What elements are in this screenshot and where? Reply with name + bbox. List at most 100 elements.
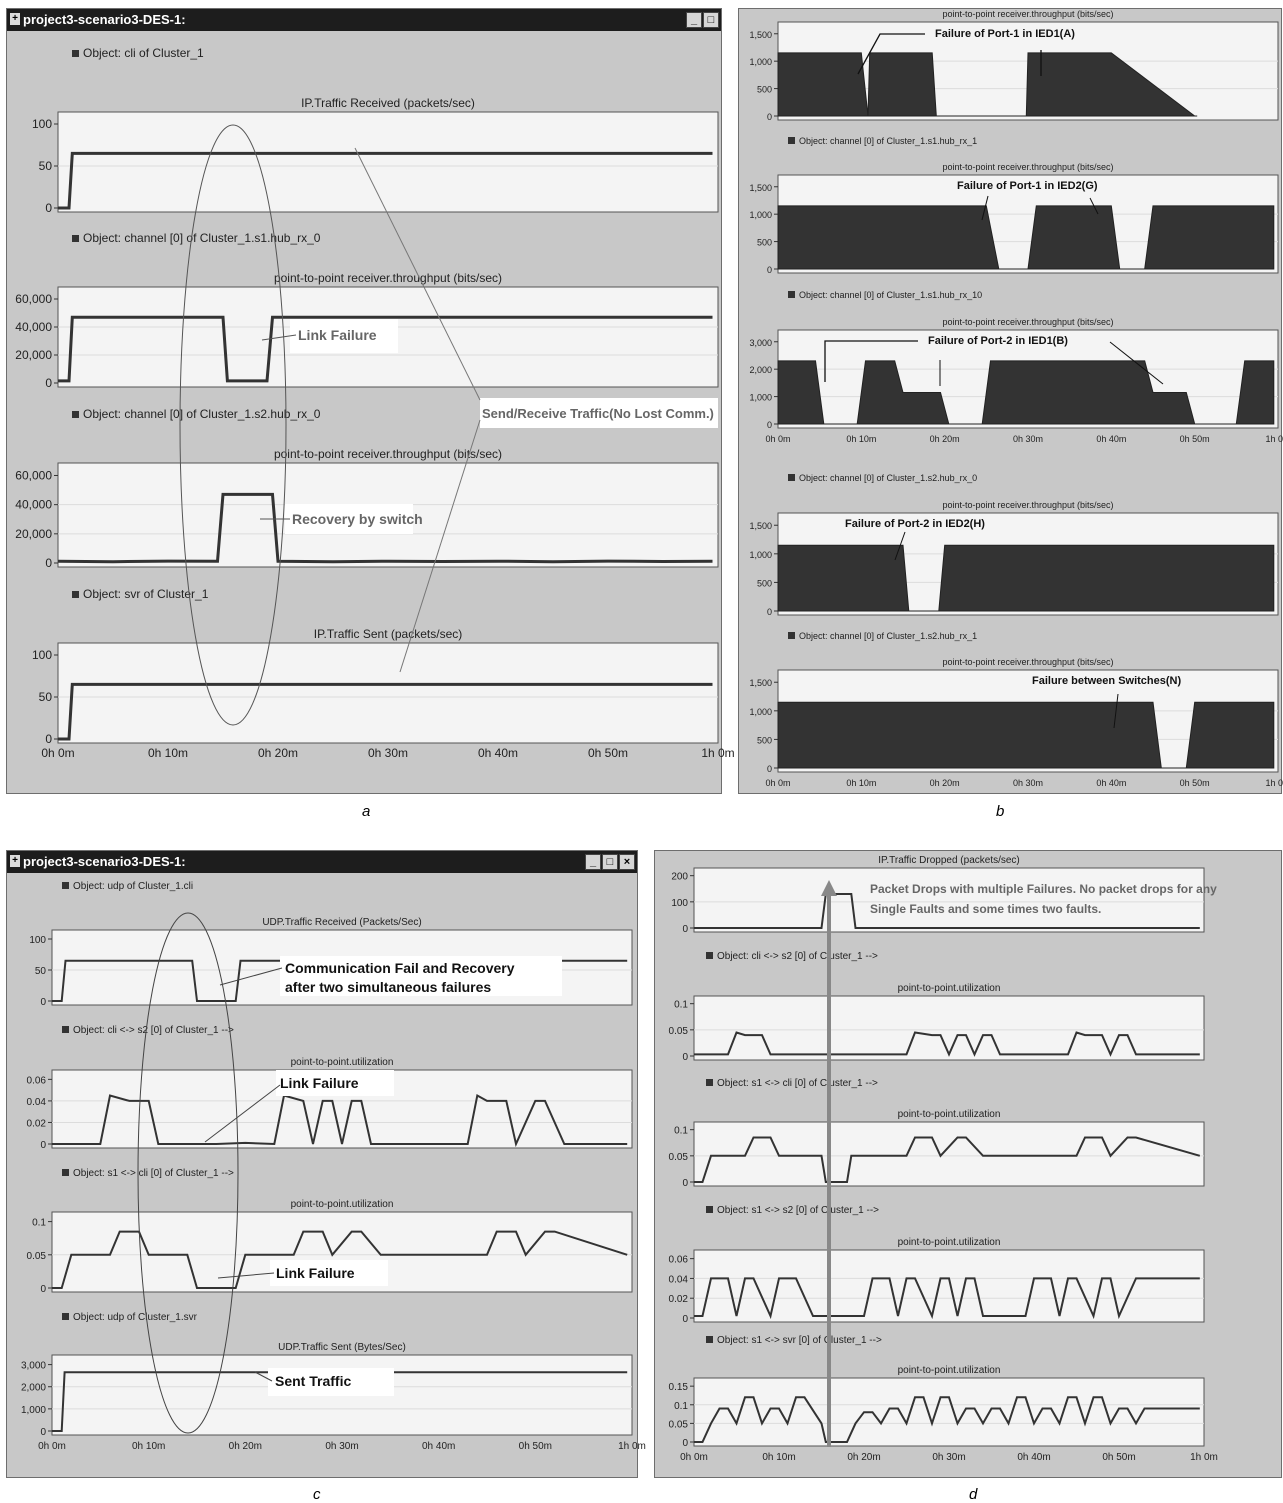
c-xtick-label-3-4: 0h 40m xyxy=(422,1441,455,1452)
d-ytick-label-3-0: 0.06 xyxy=(669,1255,689,1266)
b-chart-title-4: point-to-point receiver.throughput (bits… xyxy=(942,657,1113,667)
c-ytick-label-3-0: 3,000 xyxy=(21,1361,46,1372)
c-object-label-3: Object: udp of Cluster_1.svr xyxy=(73,1312,198,1323)
b-ytick-label-0-2: 500 xyxy=(757,85,772,95)
d-xtick-label-4-0: 0h 0m xyxy=(680,1452,708,1463)
c-annotation-box-link2 xyxy=(270,1260,388,1286)
d-annotation-drops2: Single Faults and some times two faults. xyxy=(870,902,1101,916)
d-chart-title-0: IP.Traffic Dropped (packets/sec) xyxy=(878,855,1020,866)
b-ytick-label-2-3: 0 xyxy=(767,420,772,430)
b-xtick-label-4-4: 0h 40m xyxy=(1096,778,1126,788)
minimize-button[interactable]: _ xyxy=(585,854,601,870)
a-object-label-1: Object: channel [0] of Cluster_1.s1.hub_… xyxy=(83,231,321,245)
a-ytick-label-2-0: 60,000 xyxy=(15,468,52,482)
d-chart-title-1: point-to-point.utilization xyxy=(898,983,1001,994)
a-xtick-label-3-3: 0h 30m xyxy=(368,746,408,760)
c-xtick-label-3-3: 0h 30m xyxy=(325,1441,358,1452)
d-ytick-label-3-2: 0.02 xyxy=(669,1294,689,1305)
a-xtick-label-3-6: 1h 0m xyxy=(701,746,734,760)
b-ytick-label-0-3: 0 xyxy=(767,112,772,122)
d-xtick-label-4-2: 0h 20m xyxy=(847,1452,880,1463)
minimize-button[interactable]: _ xyxy=(686,12,702,28)
b-series-area-3-0 xyxy=(777,544,1275,612)
maximize-button[interactable]: □ xyxy=(703,12,719,28)
b-ytick-label-1-0: 1,500 xyxy=(749,183,772,193)
d-legend-swatch-2 xyxy=(706,1206,713,1213)
c-ytick-label-2-1: 0.05 xyxy=(27,1251,47,1262)
d-object-label-2: Object: s1 <-> s2 [0] of Cluster_1 --> xyxy=(717,1205,879,1216)
c-object-label-1: Object: cli <-> s2 [0] of Cluster_1 --> xyxy=(73,1025,234,1036)
b-arrow-h xyxy=(894,531,906,561)
b-xtick-label-2-2: 0h 20m xyxy=(930,434,960,444)
d-plot-1 xyxy=(693,995,1205,1061)
d-object-label-1: Object: s1 <-> cli [0] of Cluster_1 --> xyxy=(717,1078,878,1089)
d-series-line-3-0 xyxy=(694,1277,1200,1320)
a-legend-swatch-0 xyxy=(72,50,79,57)
d-plot-0 xyxy=(693,867,1205,933)
b-legend-swatch-2 xyxy=(788,474,795,481)
b-ytick-label-1-2: 500 xyxy=(757,238,772,248)
close-button[interactable]: × xyxy=(619,854,635,870)
c-arrow-link1 xyxy=(204,1084,281,1143)
a-ytick-label-0-1: 50 xyxy=(39,159,53,173)
c-ytick-label-3-1: 2,000 xyxy=(21,1383,46,1394)
c-ytick-label-2-2: 0 xyxy=(40,1284,46,1295)
d-ytick-label-2-2: 0 xyxy=(682,1178,688,1189)
d-xtick-label-4-4: 0h 40m xyxy=(1017,1452,1050,1463)
maximize-button[interactable]: □ xyxy=(602,854,618,870)
window-title: project3-scenario3-DES-1: xyxy=(23,854,186,869)
c-ytick-label-0-0: 100 xyxy=(29,935,46,946)
d-series-line-1-0 xyxy=(694,1031,1200,1057)
a-annotation-box-link xyxy=(290,319,398,353)
d-ytick-label-1-1: 0.05 xyxy=(669,1026,689,1037)
b-annotation-4: Failure between Switches(N) xyxy=(1032,675,1181,687)
d-plot-4 xyxy=(693,1377,1205,1447)
d-xtick-label-4-6: 1h 0m xyxy=(1190,1452,1218,1463)
b-xtick-label-4-3: 0h 30m xyxy=(1013,778,1043,788)
a-legend-swatch-3 xyxy=(72,591,79,598)
a-object-label-2: Object: channel [0] of Cluster_1.s2.hub_… xyxy=(83,407,321,421)
window-menu-icon[interactable]: + xyxy=(10,13,20,25)
a-xtick-label-3-2: 0h 20m xyxy=(258,746,298,760)
c-annotation-box-sent xyxy=(268,1368,394,1396)
a-plot-3 xyxy=(57,642,719,744)
c-ytick-label-1-0: 0.06 xyxy=(27,1075,47,1086)
panel-b-label: b xyxy=(996,803,1005,820)
b-ytick-label-1-1: 1,000 xyxy=(749,210,772,220)
a-chart-title-3: IP.Traffic Sent (packets/sec) xyxy=(314,627,463,641)
c-legend-swatch-1 xyxy=(62,1026,69,1033)
window-menu-icon[interactable]: + xyxy=(10,855,20,867)
panel-c-label: c xyxy=(313,1486,321,1503)
d-ytick-label-0-2: 0 xyxy=(682,924,688,935)
panel-a-label: a xyxy=(362,803,371,820)
d-series-line-2-0 xyxy=(694,1136,1201,1183)
b-series-area-1-0 xyxy=(777,205,1275,270)
c-chart-title-3: UDP.Traffic Sent (Bytes/Sec) xyxy=(278,1342,406,1353)
d-chart-title-4: point-to-point.utilization xyxy=(898,1365,1001,1376)
panel-c-titlebar: + project3-scenario3-DES-1: _ □ × xyxy=(7,851,637,873)
b-legend-swatch-1 xyxy=(788,291,795,298)
panel-d-label: d xyxy=(969,1486,978,1503)
a-xtick-label-3-0: 0h 0m xyxy=(41,746,74,760)
b-ytick-label-3-2: 500 xyxy=(757,578,772,588)
b-ytick-label-4-2: 500 xyxy=(757,735,772,745)
a-annotation-link: Link Failure xyxy=(298,327,377,343)
c-ytick-label-3-3: 0 xyxy=(40,1427,46,1438)
b-xtick-label-4-2: 0h 20m xyxy=(930,778,960,788)
b-ytick-label-4-1: 1,000 xyxy=(749,707,772,717)
c-arrow-sent xyxy=(254,1371,273,1382)
b-xtick-label-2-3: 0h 30m xyxy=(1013,434,1043,444)
a-chart-title-1: point-to-point receiver.throughput (bits… xyxy=(274,271,502,285)
d-object-label-0: Object: cli <-> s2 [0] of Cluster_1 --> xyxy=(717,951,878,962)
b-arrow-g2 xyxy=(1089,197,1099,215)
c-highlight-ellipse xyxy=(137,912,239,1434)
b-arrow-b3 xyxy=(1109,341,1164,385)
b-xtick-label-4-1: 0h 10m xyxy=(846,778,876,788)
a-ytick-label-1-0: 60,000 xyxy=(15,292,52,306)
a-ytick-label-1-2: 20,000 xyxy=(15,348,52,362)
c-arrow-comm xyxy=(219,967,283,986)
a-annotation-recovery: Recovery by switch xyxy=(292,511,423,527)
d-ytick-label-0-0: 200 xyxy=(671,872,688,883)
d-ytick-label-4-2: 0.05 xyxy=(669,1419,689,1430)
